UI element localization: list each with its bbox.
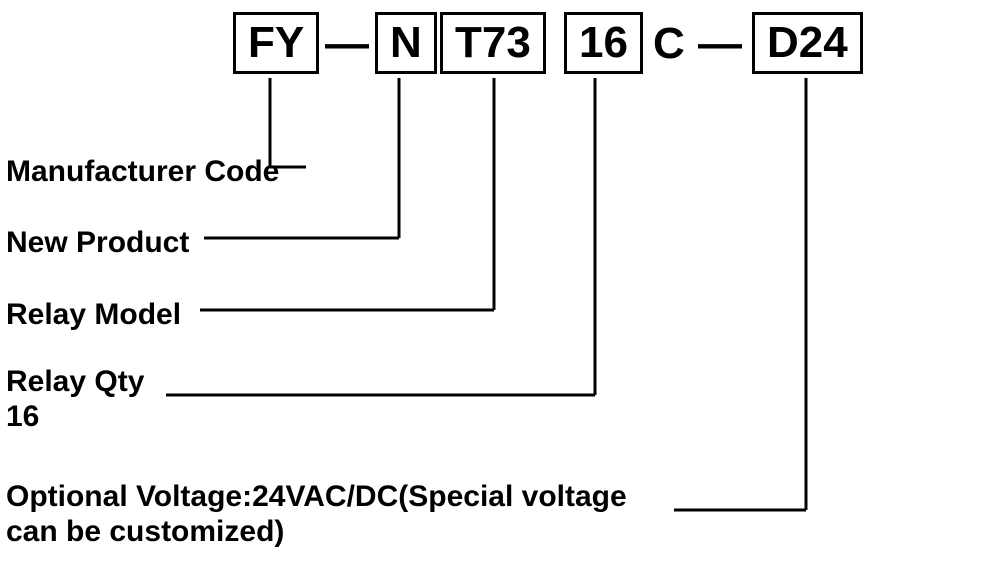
part-number-row: FY — N T73 16 C — D24 xyxy=(0,12,996,92)
seg-dash2: — xyxy=(698,22,742,66)
seg-n: N xyxy=(375,12,437,74)
seg-16: 16 xyxy=(564,12,643,74)
seg-t73: T73 xyxy=(440,12,546,74)
label-manufacturer: Manufacturer Code xyxy=(6,155,279,190)
label-relay-qty: Relay Qty 16 xyxy=(6,365,144,434)
label-voltage: Optional Voltage:24VAC/DC(Special voltag… xyxy=(6,480,627,549)
seg-d24: D24 xyxy=(752,12,863,74)
seg-c: C xyxy=(653,22,685,66)
seg-dash1: — xyxy=(325,22,369,66)
label-relay-model: Relay Model xyxy=(6,298,181,333)
label-new-product: New Product xyxy=(6,226,189,261)
seg-fy: FY xyxy=(233,12,319,74)
